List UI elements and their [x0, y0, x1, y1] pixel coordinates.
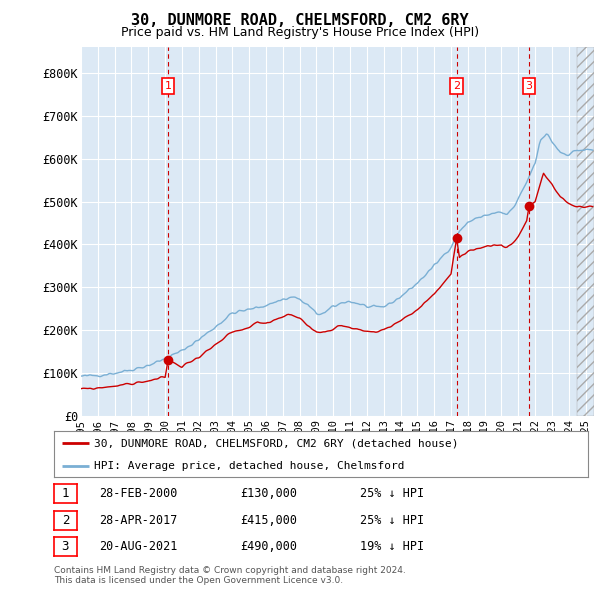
- Text: 30, DUNMORE ROAD, CHELMSFORD, CM2 6RY (detached house): 30, DUNMORE ROAD, CHELMSFORD, CM2 6RY (d…: [94, 438, 458, 448]
- Text: 1: 1: [164, 81, 172, 91]
- Text: 25% ↓ HPI: 25% ↓ HPI: [360, 487, 424, 500]
- Text: £490,000: £490,000: [240, 540, 297, 553]
- Text: 2: 2: [453, 81, 460, 91]
- Text: 28-APR-2017: 28-APR-2017: [99, 514, 178, 527]
- Text: £130,000: £130,000: [240, 487, 297, 500]
- Text: Price paid vs. HM Land Registry's House Price Index (HPI): Price paid vs. HM Land Registry's House …: [121, 26, 479, 39]
- Text: 19% ↓ HPI: 19% ↓ HPI: [360, 540, 424, 553]
- Text: £415,000: £415,000: [240, 514, 297, 527]
- Text: 3: 3: [526, 81, 533, 91]
- Text: 20-AUG-2021: 20-AUG-2021: [99, 540, 178, 553]
- Text: HPI: Average price, detached house, Chelmsford: HPI: Average price, detached house, Chel…: [94, 461, 404, 471]
- Text: 2: 2: [62, 514, 69, 527]
- Text: 3: 3: [62, 540, 69, 553]
- Text: Contains HM Land Registry data © Crown copyright and database right 2024.
This d: Contains HM Land Registry data © Crown c…: [54, 566, 406, 585]
- Text: 25% ↓ HPI: 25% ↓ HPI: [360, 514, 424, 527]
- Text: 1: 1: [62, 487, 69, 500]
- Text: 28-FEB-2000: 28-FEB-2000: [99, 487, 178, 500]
- Text: 30, DUNMORE ROAD, CHELMSFORD, CM2 6RY: 30, DUNMORE ROAD, CHELMSFORD, CM2 6RY: [131, 13, 469, 28]
